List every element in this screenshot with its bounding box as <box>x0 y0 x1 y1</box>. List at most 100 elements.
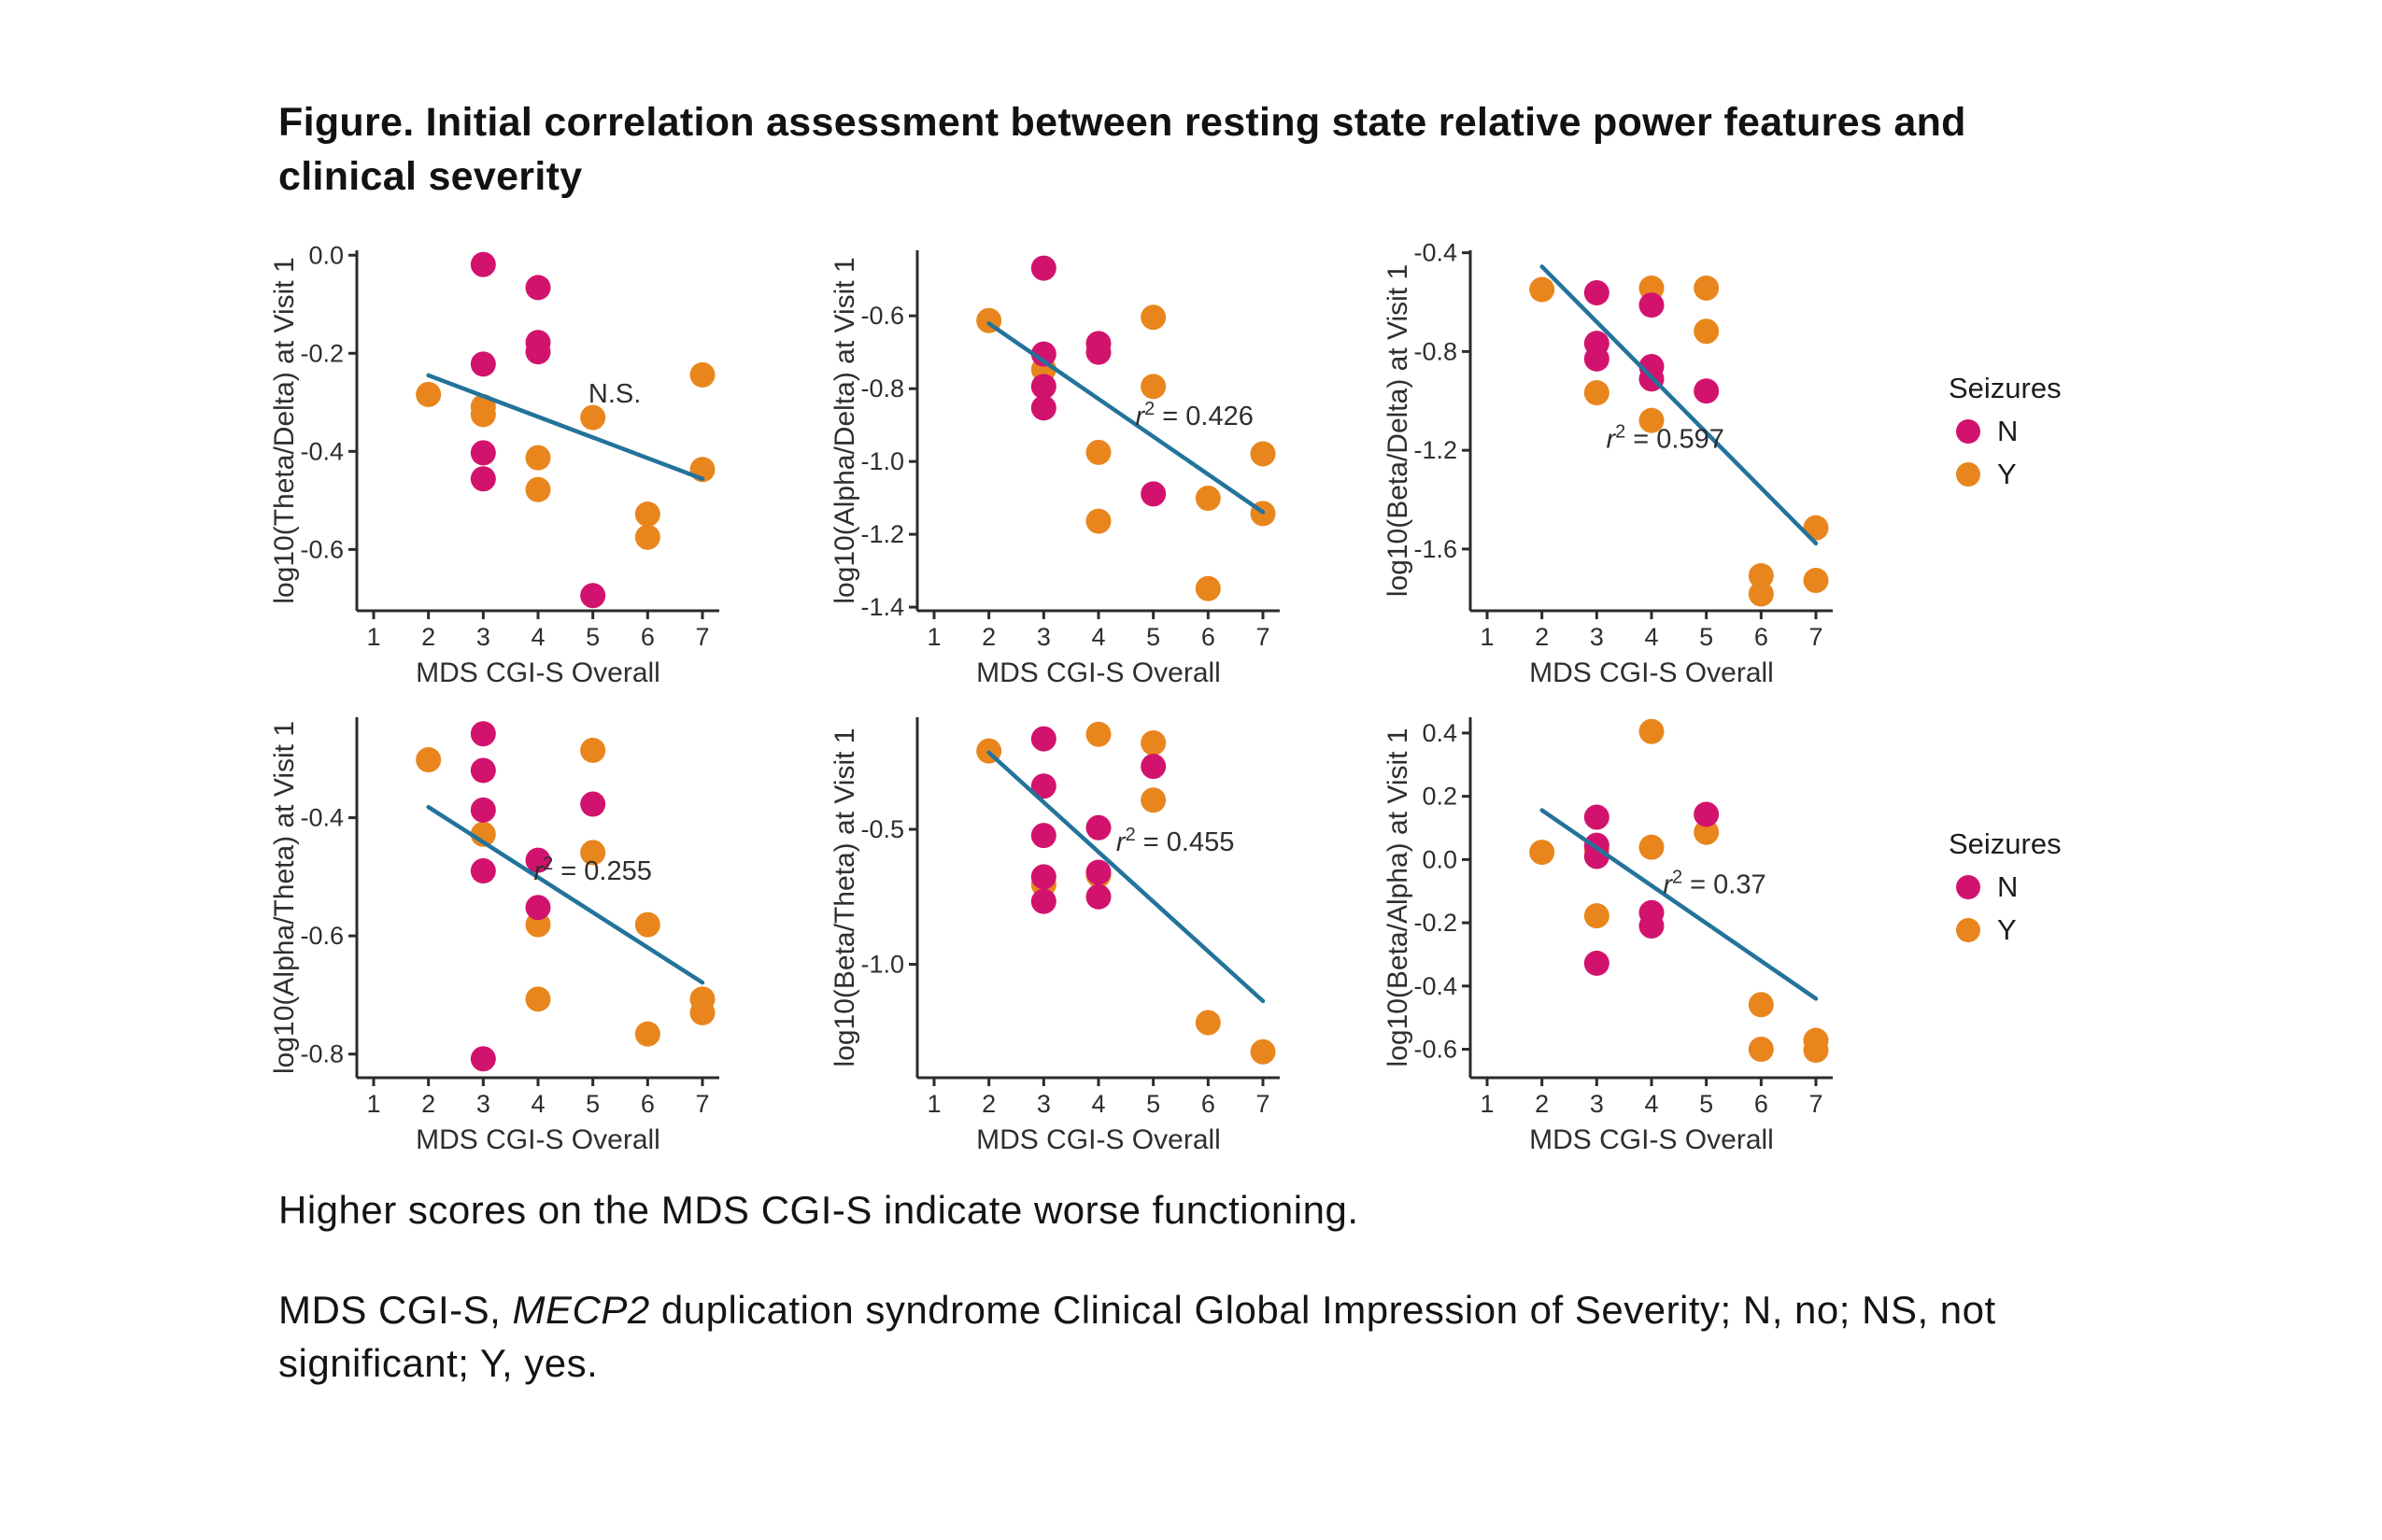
trend-line <box>426 804 705 985</box>
trend-line <box>986 321 1266 515</box>
data-point-seizures-Y <box>1803 567 1829 593</box>
data-point-seizures-Y <box>1141 374 1167 400</box>
y-tick-label: -1.6 <box>1413 535 1457 563</box>
x-tick-label: 6 <box>641 623 655 651</box>
x-axis-title: MDS CGI-S Overall <box>1529 657 1774 688</box>
data-point-seizures-N <box>470 721 496 747</box>
x-tick-label: 5 <box>1146 623 1160 651</box>
scatter-chart: 1 2 3 4 5 6 7 -0.4 -0.6 -0.8 MDS CGI-S Overall log1… <box>269 717 719 1155</box>
x-tick-label: 5 <box>1146 1090 1160 1118</box>
data-point-seizures-N <box>1030 395 1056 421</box>
x-axis-title: MDS CGI-S Overall <box>416 1124 660 1155</box>
figure-caption: Higher scores on the MDS CGI-S indicate … <box>278 1188 1359 1232</box>
annotation: r2 = 0.455 <box>1116 825 1234 857</box>
data-point-seizures-Y <box>1085 508 1112 534</box>
legend-item-label: N <box>1997 415 2019 447</box>
chart-beta-alpha: 1 2 3 4 5 6 7 0.4 0.2 0.0 -0.2 -0.4 -0.6 MDS CGI-S Ov… <box>1375 691 1954 1158</box>
y-axis-title: log10(Alpha/Delta) at Visit 1 <box>829 257 860 603</box>
legend-item-yes: Y <box>1956 458 2062 491</box>
x-axis-title: MDS CGI-S Overall <box>976 1124 1221 1155</box>
x-tick-label: 2 <box>1535 1090 1549 1118</box>
y-axis-title: log10(Beta/Delta) at Visit 1 <box>1382 264 1413 597</box>
data-point-seizures-N <box>1030 726 1056 752</box>
data-point-seizures-N <box>1583 346 1609 372</box>
data-point-seizures-Y <box>634 911 660 938</box>
legend-item-yes: Y <box>1956 913 2062 947</box>
data-point-seizures-N <box>1030 888 1056 914</box>
data-point-seizures-Y <box>1583 380 1609 406</box>
y-tick-label: -0.6 <box>860 302 904 330</box>
scatter-chart: 1 2 3 4 5 6 7 -0.4 -0.8 -1.2 -1.6 MDS CGI-S Overall… <box>1382 239 1833 688</box>
x-tick-label: 4 <box>1644 623 1658 651</box>
data-point-seizures-N <box>1141 481 1167 507</box>
annotation: N.S. <box>588 379 641 409</box>
x-tick-label: 2 <box>982 1090 996 1118</box>
data-point-seizures-N <box>525 275 551 301</box>
x-tick-label: 7 <box>1255 1090 1269 1118</box>
data-point-seizures-Y <box>1085 439 1112 465</box>
seizures-no-dot-icon <box>1956 419 1980 444</box>
seizures-yes-dot-icon <box>1956 462 1980 487</box>
y-tick-label: -0.8 <box>860 374 904 403</box>
data-point-seizures-N <box>1085 339 1112 365</box>
data-point-seizures-Y <box>1141 304 1167 331</box>
data-point-seizures-Y <box>1529 840 1555 866</box>
data-point-seizures-Y <box>1748 562 1774 588</box>
y-tick-label: -0.4 <box>300 804 344 832</box>
y-tick-label: 0.4 <box>1422 719 1457 747</box>
data-point-seizures-N <box>470 858 496 884</box>
trend-line <box>986 750 1266 1004</box>
chart-beta-delta: 1 2 3 4 5 6 7 -0.4 -0.8 -1.2 -1.6 MDS CGI-S Overall… <box>1375 224 1954 691</box>
x-tick-label: 4 <box>531 623 545 651</box>
x-tick-label: 5 <box>1699 623 1713 651</box>
data-point-seizures-N <box>1030 341 1056 367</box>
abbrev-text: duplication syndrome Clinical Global Imp… <box>649 1288 1996 1332</box>
chart-alpha-delta: 1 2 3 4 5 6 7 -0.6 -0.8 -1.0 -1.2 -1.4 MDS CGI-S Ove… <box>822 224 1401 691</box>
x-tick-label: 4 <box>1091 1090 1105 1118</box>
data-point-seizures-N <box>1583 950 1609 976</box>
chart-beta-theta: 1 2 3 4 5 6 7 -0.5 -1.0 MDS CGI-S Overall log10(Be… <box>822 691 1401 1158</box>
data-point-seizures-N <box>1085 883 1112 910</box>
abbreviations-line2: significant; Y, yes. <box>278 1341 599 1385</box>
data-point-seizures-N <box>1638 292 1665 318</box>
seizures-no-dot-icon <box>1956 875 1980 899</box>
data-point-seizures-Y <box>1250 1038 1276 1065</box>
data-point-seizures-Y <box>1803 1038 1829 1064</box>
abbrev-text: MDS CGI-S, <box>278 1288 513 1332</box>
abbrev-gene-name: MECP2 <box>512 1288 650 1332</box>
x-tick-label: 5 <box>586 1090 600 1118</box>
data-point-seizures-Y <box>416 381 442 407</box>
annotation: r2 = 0.597 <box>1606 422 1723 455</box>
y-tick-label: -0.2 <box>1413 909 1457 937</box>
data-point-seizures-Y <box>1748 581 1774 607</box>
seizures-yes-dot-icon <box>1956 918 1980 942</box>
data-point-seizures-Y <box>689 361 716 388</box>
chart-theta-delta: 1 2 3 4 5 6 7 0.0 -0.2 -0.4 -0.6 MDS CGI-S Overall l… <box>262 224 841 691</box>
y-tick-label: -0.2 <box>300 339 344 367</box>
x-tick-label: 5 <box>1699 1090 1713 1118</box>
legend-item-label: Y <box>1997 913 2017 946</box>
x-tick-label: 6 <box>641 1090 655 1118</box>
y-tick-label: 0.0 <box>1422 845 1457 873</box>
x-tick-label: 6 <box>1201 623 1215 651</box>
data-point-seizures-Y <box>689 999 716 1025</box>
x-tick-label: 1 <box>1480 1090 1494 1118</box>
legend-item-no: N <box>1956 870 2062 904</box>
y-tick-label: -0.4 <box>1413 239 1457 267</box>
data-point-seizures-Y <box>1638 834 1665 860</box>
data-point-seizures-N <box>525 847 551 873</box>
data-point-seizures-Y <box>1638 718 1665 744</box>
y-tick-label: -1.2 <box>1413 436 1457 464</box>
data-point-seizures-Y <box>634 502 660 528</box>
x-axis-title: MDS CGI-S Overall <box>1529 1124 1774 1155</box>
data-point-seizures-Y <box>416 747 442 773</box>
x-tick-label: 7 <box>695 1090 709 1118</box>
trend-line <box>426 373 705 481</box>
data-point-seizures-Y <box>1195 575 1221 601</box>
y-axis-title: log10(Beta/Alpha) at Visit 1 <box>1382 728 1413 1067</box>
x-tick-label: 3 <box>1037 1090 1051 1118</box>
annotation: r2 = 0.255 <box>533 854 651 886</box>
x-tick-label: 4 <box>531 1090 545 1118</box>
legend-title: Seizures <box>1949 372 2062 404</box>
x-tick-label: 3 <box>476 1090 490 1118</box>
